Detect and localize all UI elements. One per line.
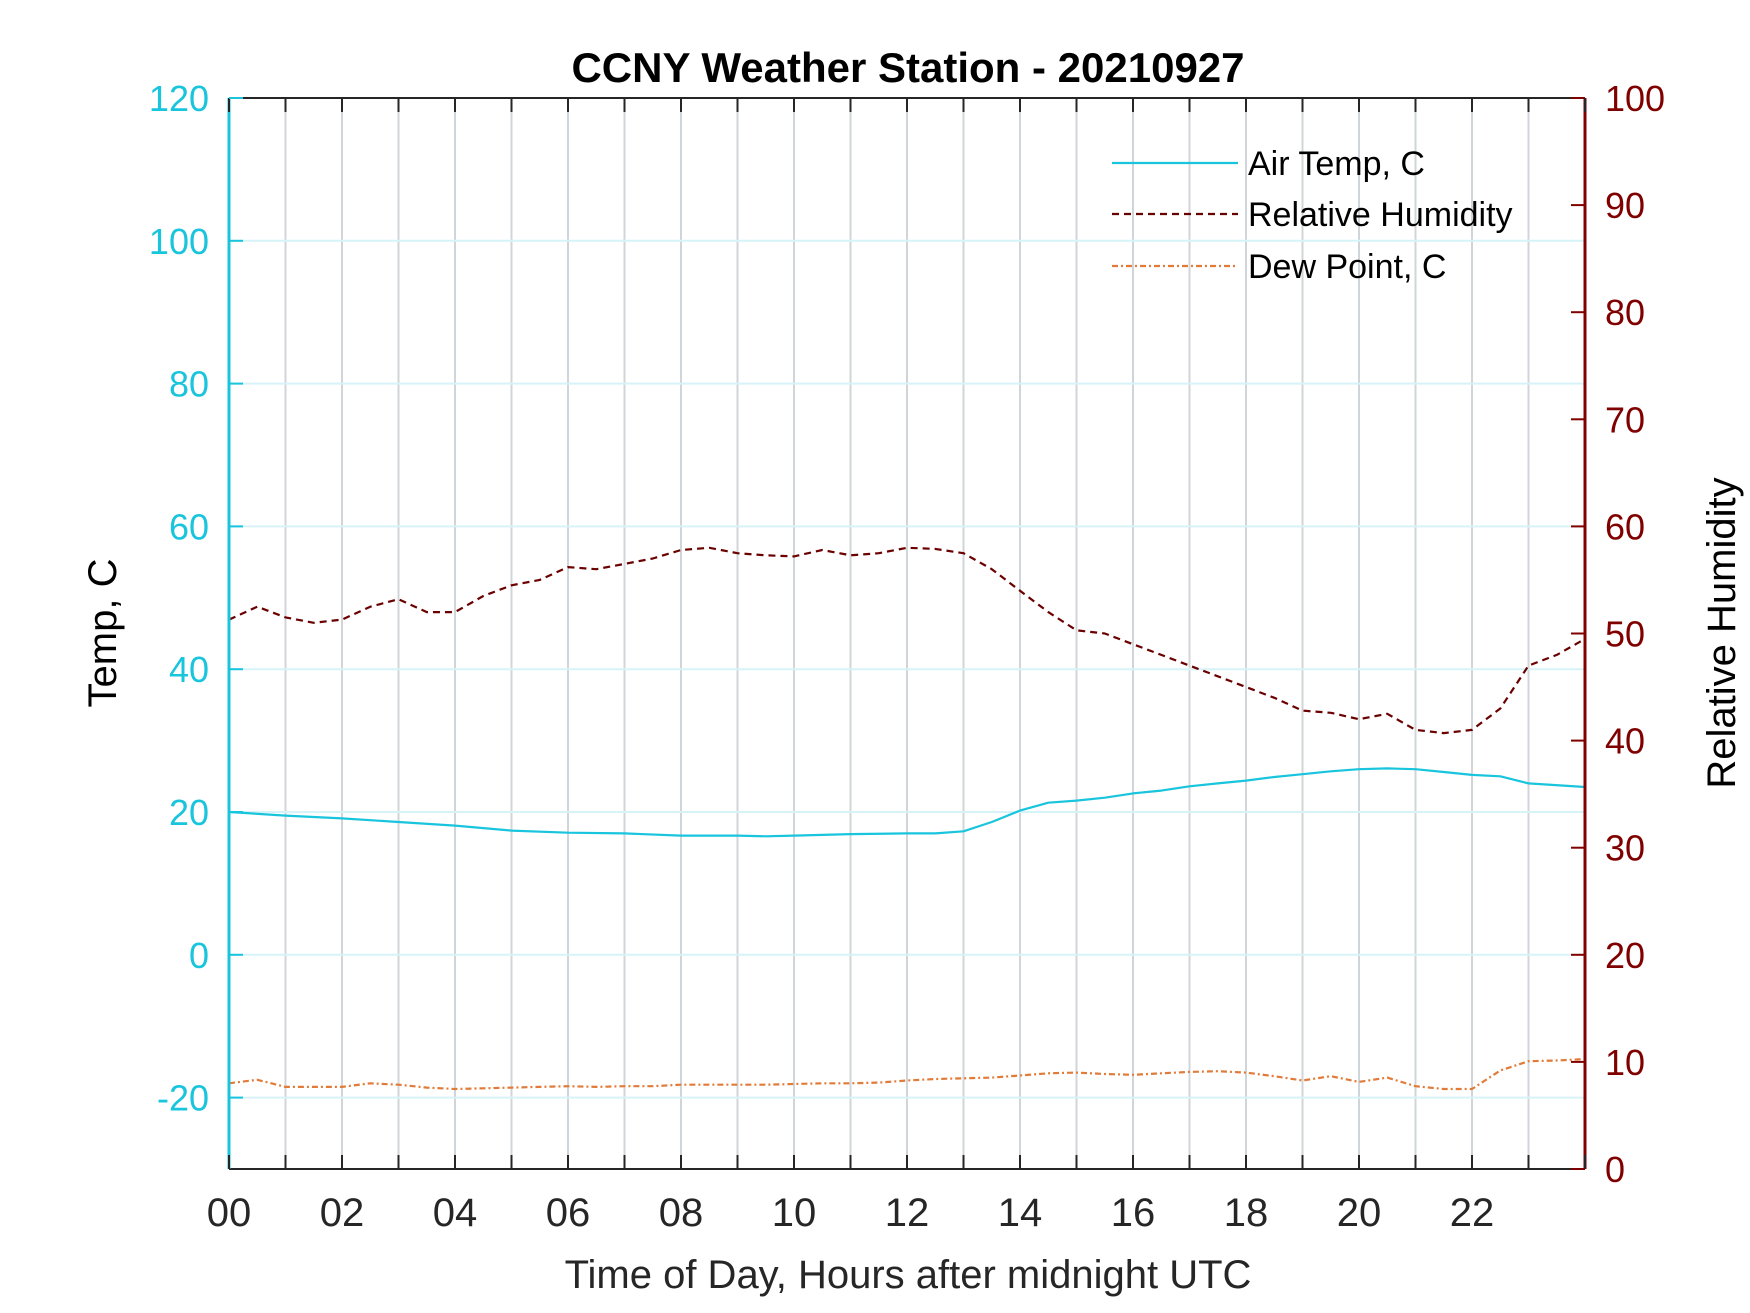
x-tick-label: 12: [885, 1191, 930, 1235]
series-line-2: [228, 1057, 1586, 1091]
y-right-tick-label: 100: [1605, 78, 1665, 119]
chart-title: CCNY Weather Station - 20210927: [571, 44, 1244, 91]
y-right-tick-label: 90: [1605, 185, 1645, 226]
y-right-tick-label: 60: [1605, 506, 1645, 547]
y-right-tick-label: 30: [1605, 828, 1645, 869]
x-tick-label: 10: [772, 1191, 817, 1235]
y-left-tick-label: 60: [169, 506, 209, 547]
y-right-tick-label: 10: [1605, 1042, 1645, 1083]
x-tick-label: 22: [1450, 1191, 1495, 1235]
y-axis-left-label: Temp, C: [81, 559, 125, 708]
axis-ticks: 00 02 04 06 08 10 12 14 16 18 20 22-200204060801001…: [149, 78, 1665, 1235]
x-tick-label: 18: [1224, 1191, 1269, 1235]
x-tick-label: 14: [998, 1191, 1043, 1235]
y-right-tick-label: 40: [1605, 721, 1645, 762]
y-left-tick-label: 120: [149, 78, 209, 119]
legend-label: Relative Humidity: [1248, 196, 1513, 234]
x-tick-label: 04: [433, 1191, 478, 1235]
y-axis-right-label: Relative Humidity: [1700, 477, 1744, 788]
x-tick-label: 06: [546, 1191, 591, 1235]
x-tick-label: 02: [320, 1191, 365, 1235]
y-left-tick-label: 20: [169, 792, 209, 833]
y-left-tick-label: 100: [149, 221, 209, 262]
x-tick-label: 08: [659, 1191, 704, 1235]
y-left-tick-label: 80: [169, 364, 209, 405]
series-line-0: [228, 767, 1586, 838]
y-right-tick-label: 20: [1605, 935, 1645, 976]
y-right-tick-label: 50: [1605, 614, 1645, 655]
y-right-tick-label: 0: [1605, 1149, 1625, 1190]
legend-label: Air Temp, C: [1248, 145, 1425, 183]
y-left-tick-label: 0: [189, 935, 209, 976]
y-left-tick-label: 40: [169, 649, 209, 690]
y-right-tick-label: 70: [1605, 399, 1645, 440]
y-left-tick-label: -20: [157, 1078, 209, 1119]
legend: Air Temp, C Relative Humidity Dew Point, C: [1112, 145, 1513, 286]
x-axis-label: Time of Day, Hours after midnight UTC: [565, 1253, 1252, 1297]
series-lines: [228, 546, 1586, 1091]
y-right-tick-label: 80: [1605, 292, 1645, 333]
x-tick-label: 20: [1337, 1191, 1382, 1235]
x-tick-label: 00: [207, 1191, 252, 1235]
x-tick-label: 16: [1111, 1191, 1156, 1235]
legend-label: Dew Point, C: [1248, 248, 1446, 286]
